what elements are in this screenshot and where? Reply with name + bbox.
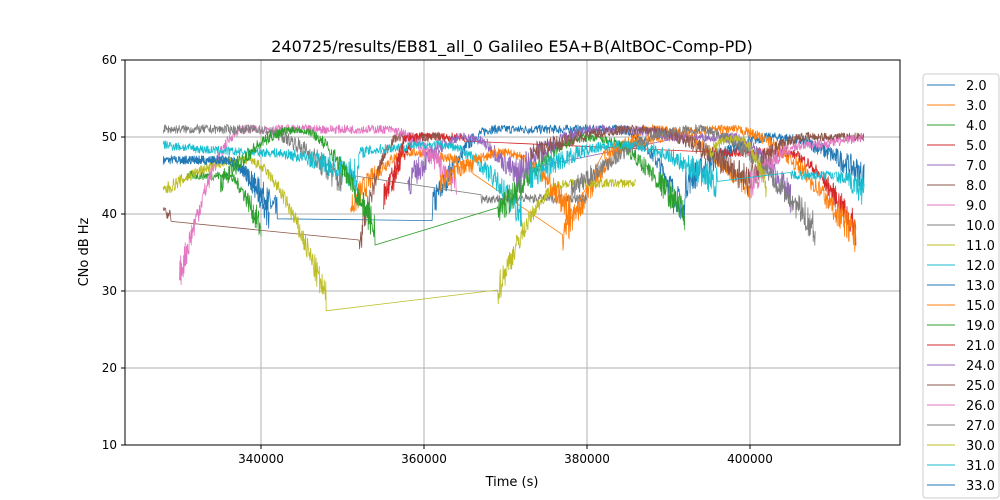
legend-label: 26.0: [966, 399, 995, 414]
x-tick-label: 360000: [401, 452, 447, 466]
x-tick-label: 340000: [238, 452, 284, 466]
legend-label: 12.0: [966, 259, 995, 274]
legend-label: 30.0: [966, 439, 995, 454]
legend-label: 10.0: [966, 219, 995, 234]
y-tick-label: 40: [102, 207, 117, 221]
plot-frame: [124, 59, 901, 446]
y-tick-label: 50: [102, 130, 117, 144]
series-line-27.0: [570, 123, 816, 246]
legend-label: 9.0: [966, 199, 987, 214]
series-line-9.0: [179, 123, 457, 286]
y-axis-label: CNo dB Hz: [77, 217, 92, 286]
legend-label: 27.0: [966, 419, 995, 434]
legend-label: 8.0: [966, 179, 987, 194]
legend-label: 7.0: [966, 159, 987, 174]
legend-label: 19.0: [966, 319, 995, 334]
legend-label: 21.0: [966, 339, 995, 354]
series-line-13.0: [179, 154, 270, 229]
series-line-11.0: [162, 154, 637, 312]
y-tick-label: 30: [102, 284, 117, 298]
series-line-26.0: [749, 133, 865, 199]
legend-box: [922, 73, 1000, 499]
y-tick-label: 10: [102, 438, 117, 452]
series-line-25.0: [529, 124, 865, 195]
legend-label: 33.0: [966, 479, 995, 494]
legend-label: 4.0: [966, 119, 987, 134]
x-tick-label: 380000: [564, 452, 610, 466]
x-axis-label: Time (s): [485, 475, 539, 490]
series-line-10.0: [162, 123, 588, 205]
series-line-8.0: [162, 131, 441, 250]
legend-label: 11.0: [966, 239, 995, 254]
legend-label: 5.0: [966, 139, 987, 154]
y-tick-label: 60: [102, 53, 117, 67]
series-line-31.0: [529, 140, 865, 205]
x-tick-label: 400000: [727, 452, 773, 466]
legend-label: 24.0: [966, 359, 995, 374]
chart-title: 240725/results/EB81_all_0 Galileo E5A+B(…: [271, 37, 753, 57]
legend-label: 31.0: [966, 459, 995, 474]
series-line-30.0: [708, 133, 767, 198]
legend-label: 25.0: [966, 379, 995, 394]
legend-label: 15.0: [966, 299, 995, 314]
y-tick-label: 20: [102, 361, 117, 375]
legend-label: 13.0: [966, 279, 995, 294]
series-line-21.0: [391, 131, 425, 192]
legend: 2.0 3.0 4.0 5.0 7.0 8.0 9.0 10.0 11.0 12.0 13.0 15.…: [922, 73, 1000, 499]
legend-label: 2.0: [966, 79, 987, 94]
legend-label: 3.0: [966, 99, 987, 114]
